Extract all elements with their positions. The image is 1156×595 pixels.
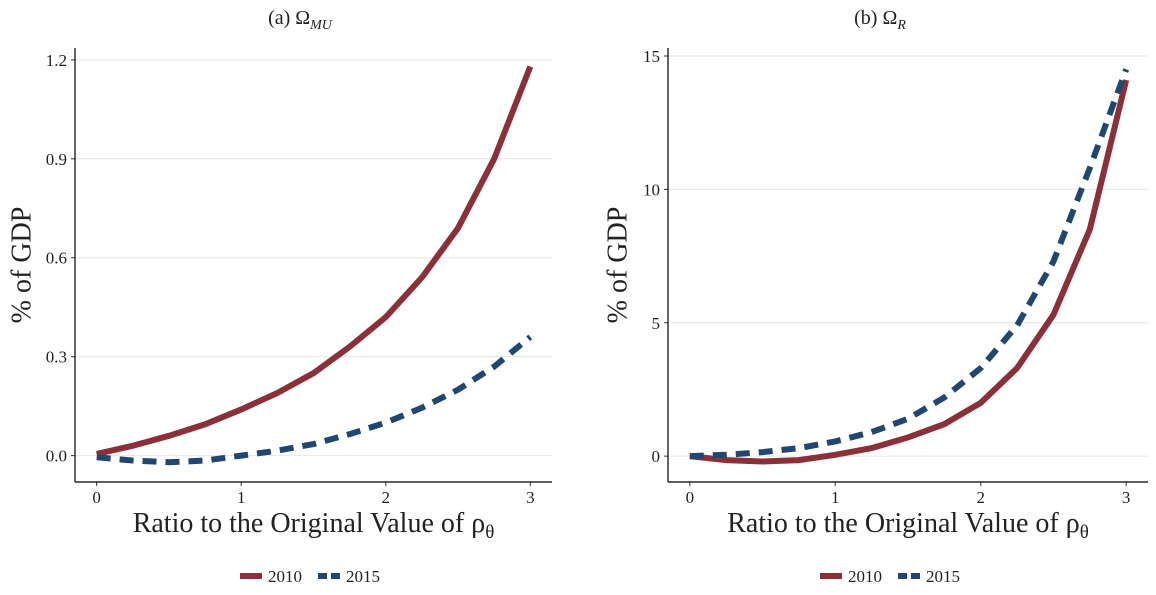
x-tick-label: 0 [92,488,101,507]
title-text: (a) Ω [268,7,310,29]
data-line [96,65,534,457]
data-line [96,334,533,466]
x-tick-label: 3 [526,488,535,507]
legend-label: 2010 [848,567,882,586]
x-tick-label: 1 [237,488,246,507]
y-tick-label: 0.3 [46,348,67,367]
x-tick-label: 2 [976,488,985,507]
chart-title: (a) ΩMU [268,7,333,33]
y-axis-label: % of GDP [602,207,633,324]
x-tick-label: 1 [831,488,840,507]
y-tick-label: 0.6 [46,249,67,268]
legend-label: 2015 [346,567,380,586]
y-tick-label: 15 [643,47,660,66]
x-tick-label: 0 [686,488,695,507]
y-tick-label: 0 [652,447,661,466]
title-text: (b) Ω [854,7,897,29]
y-tick-label: 0.0 [46,447,67,466]
x-tick-label: 2 [382,488,391,507]
x-label-subscript: θ [485,522,494,543]
y-tick-label: 0.9 [46,150,67,169]
x-label-text: Ratio to the Original Value of ρ [133,508,486,539]
x-axis-label: Ratio to the Original Value of ρθ [727,508,1089,543]
x-label-subscript: θ [1080,522,1089,543]
chart-title: (b) ΩR [854,7,906,33]
title-subscript: MU [309,18,333,33]
title-subscript: R [896,18,906,33]
y-tick-label: 10 [643,180,660,199]
legend-label: 2015 [926,567,960,586]
x-label-text: Ratio to the Original Value of ρ [727,508,1080,539]
y-tick-label: 5 [652,314,661,333]
data-line [689,79,1130,465]
y-axis-label: % of GDP [6,207,37,324]
y-tick-label: 1.2 [46,51,67,70]
x-axis-label: Ratio to the Original Value of ρθ [133,508,495,543]
legend-label: 2010 [268,567,302,586]
x-tick-label: 3 [1122,488,1131,507]
data-line [689,68,1129,460]
